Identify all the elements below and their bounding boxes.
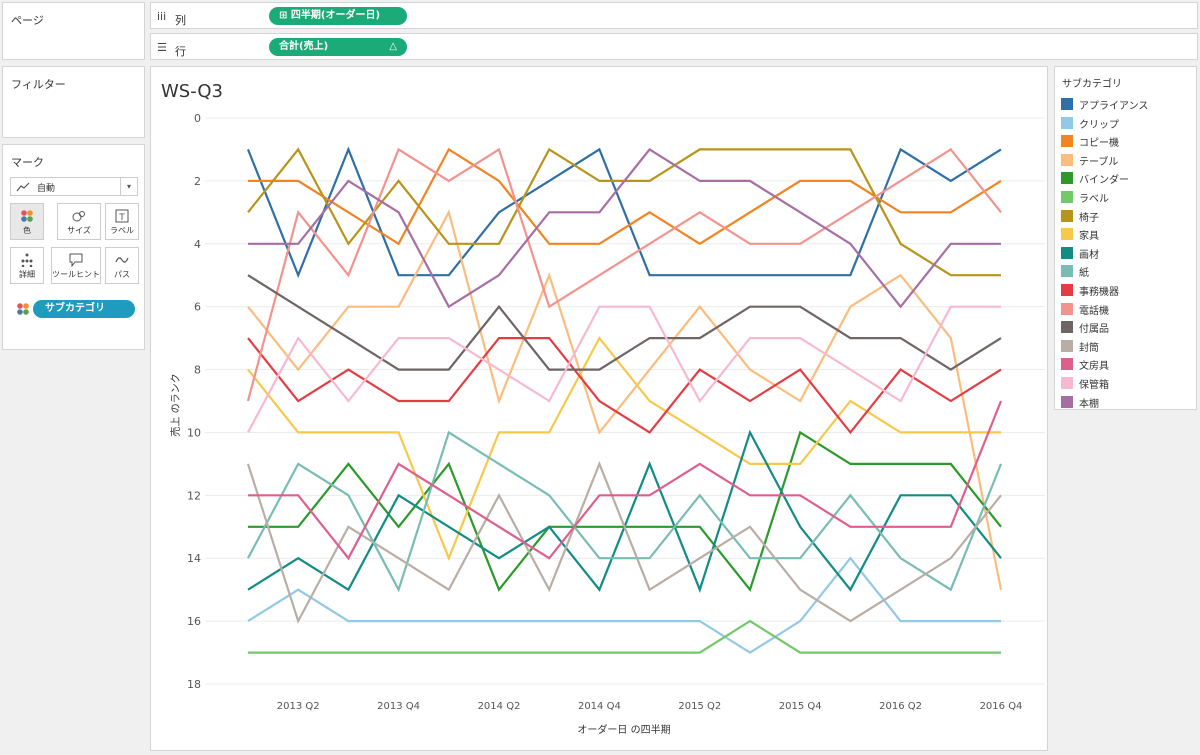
legend-swatch <box>1061 358 1073 371</box>
legend-swatch <box>1061 209 1073 222</box>
legend-swatch <box>1061 302 1073 315</box>
legend-swatch <box>1061 135 1073 148</box>
legend-swatch <box>1061 377 1073 389</box>
legend-label: 紙 <box>1079 268 1089 280</box>
size-button-label: サイズ <box>67 226 91 235</box>
detail-icon <box>21 253 33 267</box>
path-icon <box>115 257 129 263</box>
legend-swatch <box>1061 191 1073 203</box>
path-button[interactable]: パス <box>105 247 139 284</box>
path-button-label: パス <box>114 270 130 279</box>
mark-type-label: 自動 <box>37 184 56 194</box>
svg-text:T: T <box>118 213 125 223</box>
legend-swatch <box>1061 153 1073 166</box>
color-dots-icon <box>21 210 33 222</box>
color-field-pill[interactable]: サブカテゴリ <box>33 300 135 318</box>
legend-label: 付属品 <box>1079 324 1109 336</box>
columns-shelf[interactable]: iii 列 ⊞ 四半期(オーダー日) <box>150 2 1198 29</box>
legend-swatch <box>1061 172 1073 185</box>
legend-label: ラベル <box>1079 194 1109 205</box>
rows-icon: ☰ <box>157 41 167 54</box>
legend-label: 椅子 <box>1079 212 1099 224</box>
legend-label: 文房具 <box>1079 361 1109 373</box>
rows-shelf-label: 行 <box>175 45 186 58</box>
columns-shelf-label: 列 <box>175 14 186 27</box>
size-button[interactable]: サイズ <box>57 203 101 240</box>
size-icon <box>72 211 85 222</box>
line-mark-icon <box>16 182 30 192</box>
tooltip-button-label: ツールヒント <box>52 270 100 279</box>
legend-swatch <box>1061 339 1073 352</box>
legend-label: 保管箱 <box>1079 380 1109 391</box>
legend-label: クリップ <box>1079 119 1119 131</box>
color-button-label: 色 <box>23 226 31 235</box>
chevron-down-icon[interactable]: ▾ <box>120 178 137 195</box>
tooltip-icon <box>69 253 83 267</box>
columns-field-pill[interactable]: ⊞ 四半期(オーダー日) <box>269 7 407 25</box>
mark-type-dropdown[interactable]: 自動 ▾ <box>10 177 138 196</box>
label-button[interactable]: T ラベル <box>105 203 139 240</box>
legend-swatch <box>1061 116 1073 129</box>
tooltip-button[interactable]: ツールヒント <box>51 247 101 284</box>
color-button[interactable]: 色 <box>10 203 44 240</box>
label-button-label: ラベル <box>110 226 134 235</box>
sheet-title: WS-Q3 <box>161 81 223 102</box>
legend-label: コピー機 <box>1079 138 1119 150</box>
legend-label: バインダー <box>1079 175 1129 187</box>
detail-button-label: 詳細 <box>19 270 35 279</box>
table-calc-delta-icon: △ <box>389 41 397 52</box>
expand-icon: ⊞ <box>279 10 288 21</box>
pages-panel-title: ページ <box>11 14 44 27</box>
legend-label: アプライアンス <box>1079 101 1149 112</box>
legend-label: 封筒 <box>1079 342 1099 354</box>
rows-field-pill[interactable]: 合計(売上) △ <box>269 38 407 56</box>
filters-panel: フィルター <box>2 66 145 138</box>
legend-swatch <box>1061 246 1073 259</box>
legend-panel: サブカテゴリ アプライアンス クリップコピー機テーブルバインダーラベル椅子家具画材… <box>1054 66 1197 410</box>
legend-swatch <box>1061 395 1073 408</box>
legend-label: 本棚 <box>1079 398 1099 410</box>
filters-panel-title: フィルター <box>11 78 66 91</box>
legend-label: 画材 <box>1079 249 1099 261</box>
detail-button[interactable]: 詳細 <box>10 247 44 284</box>
legend-label: 家具 <box>1079 231 1099 243</box>
worksheet-view: WS-Q3 <box>150 66 1048 751</box>
legend-swatch <box>1061 284 1073 296</box>
columns-field-pill-label: 四半期(オーダー日) <box>290 10 381 21</box>
legend-swatch <box>1061 265 1073 278</box>
marks-panel: マーク 自動 ▾ 色 サイズ T ラベル 詳細 ツールヒント パス サブカテゴリ <box>2 144 145 350</box>
rows-shelf[interactable]: ☰ 行 合計(売上) △ <box>150 33 1198 60</box>
label-icon: T <box>115 209 129 223</box>
legend-label: テーブル <box>1079 156 1119 168</box>
legend-swatch <box>1061 228 1073 241</box>
columns-icon: iii <box>157 10 167 23</box>
legend-swatch <box>1061 98 1073 110</box>
color-dots-icon <box>17 303 29 315</box>
pages-panel: ページ <box>2 2 145 60</box>
legend-title: サブカテゴリ <box>1062 79 1122 90</box>
marks-panel-title: マーク <box>11 156 44 169</box>
legend-label: 電話機 <box>1079 305 1109 317</box>
rows-field-pill-label: 合計(売上) <box>279 41 329 52</box>
legend-swatch <box>1061 321 1073 334</box>
legend-label: 事務機器 <box>1079 287 1119 298</box>
